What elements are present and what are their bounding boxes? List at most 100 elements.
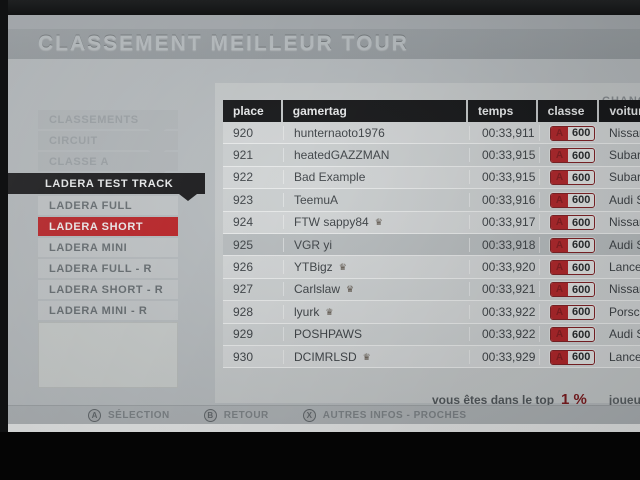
place-cell: 925: [233, 237, 254, 252]
sidebar: CLASSEMENTS CIRCUIT CLASSE A LADERA TEST TR…: [8, 110, 205, 388]
top-strip: [8, 15, 640, 29]
sidebar-item-ladera-full-r[interactable]: LADERA FULL - R: [38, 259, 178, 278]
sidebar-item-ladera-short-r[interactable]: LADERA SHORT - R: [38, 280, 178, 299]
time-cell: 00:33,915: [469, 148, 539, 163]
table-row[interactable]: 930 DCIMRLSD♛00:33,929 A 600 Lancer E: [223, 345, 640, 369]
class-badge: A 600: [550, 304, 596, 320]
table-row[interactable]: 928 lyurk♛00:33,922 A 600 Porsche: [223, 301, 640, 324]
class-badge: A 600: [550, 215, 596, 231]
class-letter: A: [551, 126, 568, 140]
monitor-bezel-bottom: [0, 432, 640, 480]
sidebar-item-ladera-mini[interactable]: LADERA MINI: [38, 238, 178, 257]
class-value: 600: [572, 328, 591, 341]
sidebar-item-circuit[interactable]: CIRCUIT: [38, 131, 178, 157]
crown-icon: ♛: [325, 306, 334, 317]
table-row[interactable]: 926 YTBigz♛00:33,920 A 600 Lancer E: [223, 256, 640, 279]
place-cell: 923: [233, 192, 254, 207]
sidebar-item-ladera-mini-r[interactable]: LADERA MINI - R: [38, 301, 178, 320]
rank-summary-text: vous êtes dans le top: [432, 393, 555, 407]
column-header-place: place: [223, 100, 281, 122]
sidebar-item-ladera-full[interactable]: LADERA FULL: [38, 196, 178, 215]
class-letter: A: [551, 261, 568, 275]
class-value: 600: [572, 239, 591, 252]
class-letter: A: [551, 216, 568, 230]
gamertag-cell: Carlslaw ♛: [283, 282, 469, 297]
class-letter: A: [551, 193, 568, 207]
class-cell: A 600: [539, 169, 599, 186]
class-badge: A 600: [550, 170, 596, 186]
class-cell: A 600: [539, 326, 599, 343]
sidebar-item-classements[interactable]: CLASSEMENTS: [38, 110, 178, 136]
class-letter: A: [551, 283, 568, 297]
place-cell: 928: [233, 304, 254, 319]
rank-summary-suffix: joueurs: [608, 393, 640, 407]
car-cell: Audi S5: [609, 192, 640, 207]
class-badge: A 600: [550, 327, 596, 343]
monitor-bezel-top: [0, 0, 640, 15]
class-cell: A 600: [539, 259, 599, 276]
class-cell: A 600: [539, 147, 599, 164]
x-button-icon: X: [302, 408, 316, 422]
gamertag-cell: VGR yi: [283, 237, 469, 252]
class-badge: A 600: [550, 237, 596, 253]
place-cell: 920: [233, 125, 254, 140]
place-cell: 930: [233, 349, 254, 364]
time-cell: 00:33,917: [469, 215, 539, 230]
sidebar-item-classe-a[interactable]: CLASSE A: [38, 152, 178, 178]
place-cell: 924: [233, 215, 254, 230]
place-cell: 926: [233, 260, 254, 275]
class-badge: A 600: [550, 148, 596, 164]
class-cell: A 600: [539, 124, 599, 141]
game-screen: CLASSEMENT MEILLEUR TOUR CHANGER CLASSEM…: [8, 15, 640, 432]
page-title: CLASSEMENT MEILLEUR TOUR: [38, 32, 409, 55]
class-badge: A 600: [550, 125, 596, 141]
table-row[interactable]: 927 Carlslaw♛00:33,921 A 600 Nissan G: [223, 278, 640, 302]
class-cell: A 600: [539, 236, 599, 253]
crown-icon: ♛: [346, 284, 355, 295]
car-cell: Lancer E: [609, 349, 640, 364]
sidebar-items: CLASSEMENTS CIRCUIT CLASSE A LADERA TEST TR…: [8, 110, 205, 320]
column-header-voiture: voiture: [599, 100, 640, 122]
crown-icon: ♛: [362, 351, 371, 362]
car-cell: Lancer E: [609, 260, 640, 275]
table-row[interactable]: 924 FTW sappy84♛00:33,917 A 600 Nissan G: [223, 211, 640, 234]
time-cell: 00:33,916: [469, 192, 539, 207]
gamertag-cell: TeemuA: [283, 192, 469, 207]
sidebar-item-ladera-short[interactable]: LADERA SHORT: [38, 217, 178, 236]
legend-back: B RETOUR: [203, 408, 269, 422]
car-cell: Porsche: [609, 304, 640, 319]
rank-percent-value: 1 %: [561, 391, 587, 408]
class-letter: A: [551, 305, 568, 319]
time-cell: 00:33,915: [469, 170, 539, 185]
car-cell: Nissan: [609, 125, 640, 140]
place-cell: 927: [233, 282, 254, 297]
class-value: 600: [572, 171, 591, 184]
class-value: 600: [572, 351, 591, 364]
leaderboard-table: place gamertag temps classe voiture 920 h…: [223, 100, 640, 369]
legend-select: A SÉLECTION: [88, 408, 170, 422]
controller-legend-bar: A SÉLECTION B RETOUR X AUTRES INFOS - PR…: [8, 405, 640, 424]
class-value: 600: [572, 149, 591, 162]
legend-back-label: RETOUR: [223, 409, 269, 421]
class-value: 600: [572, 306, 591, 319]
car-cell: Subaru: [609, 170, 640, 185]
column-header-temps: temps: [467, 100, 536, 122]
table-header: place gamertag temps classe voiture: [223, 100, 640, 122]
crown-icon: ♛: [338, 262, 347, 273]
time-cell: 00:33,911: [469, 125, 539, 140]
class-letter: A: [551, 238, 568, 252]
monitor-bezel-left: [0, 0, 8, 480]
sidebar-item-ladera-test-track[interactable]: LADERA TEST TRACK: [8, 173, 205, 201]
class-letter: A: [551, 350, 568, 364]
car-cell: Nissan G: [609, 282, 640, 297]
crown-icon: ♛: [374, 217, 383, 228]
class-cell: A 600: [539, 281, 599, 298]
gamertag-cell: hunternaoto1976: [283, 125, 469, 140]
